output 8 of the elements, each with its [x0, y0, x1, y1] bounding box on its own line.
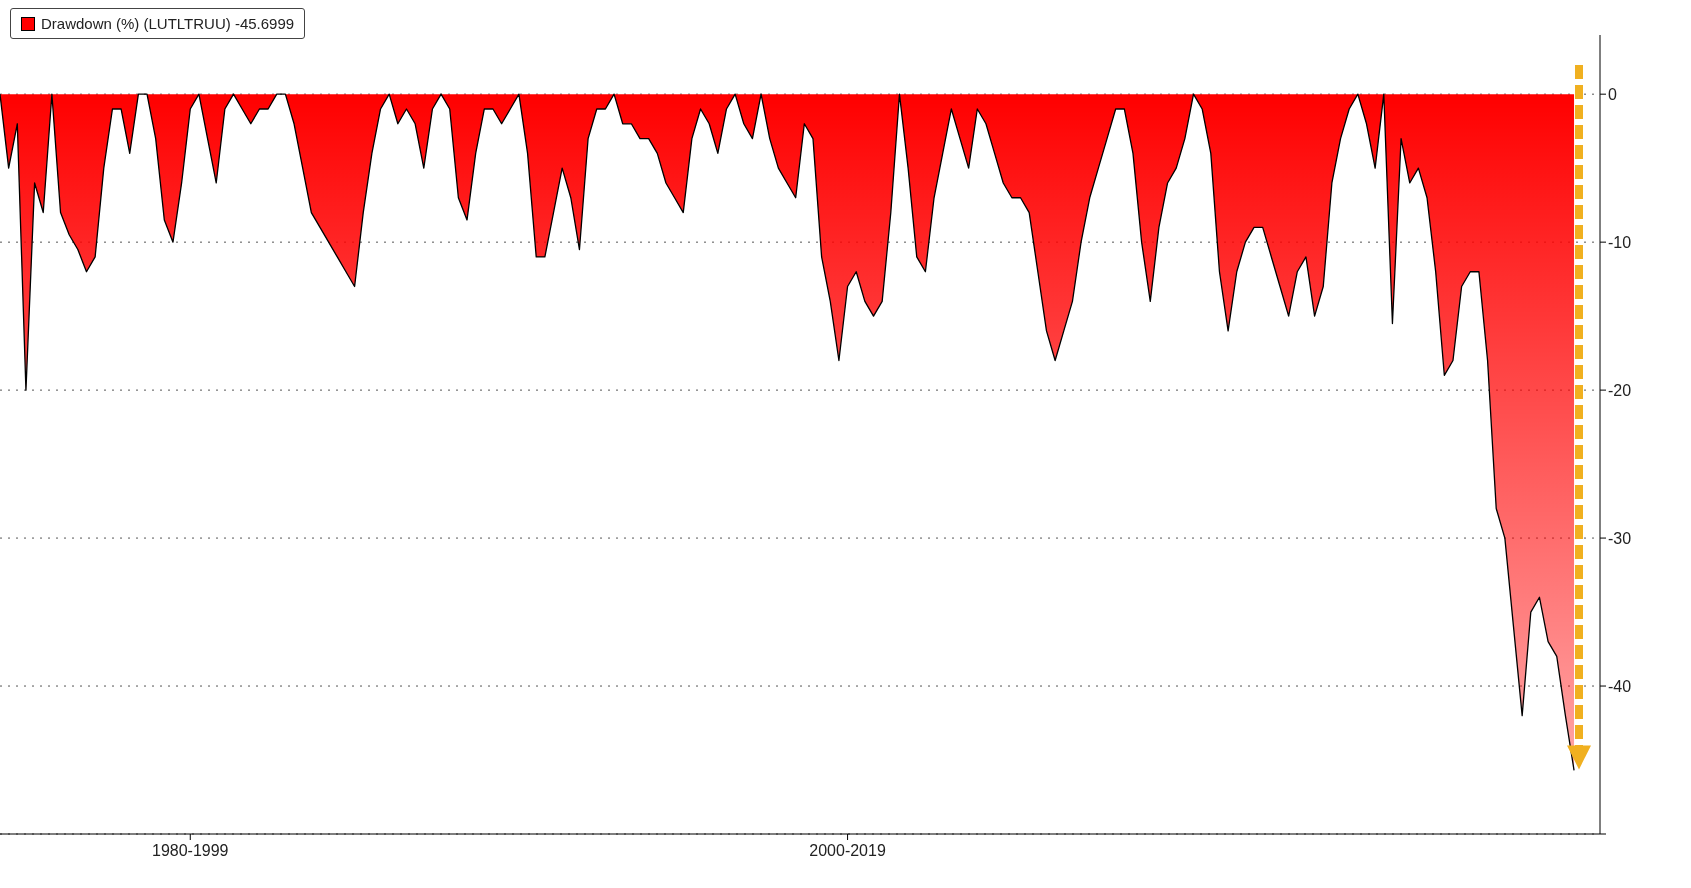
- y-tick-label: 0: [1608, 85, 1617, 103]
- y-tick-label: -10: [1608, 233, 1632, 251]
- x-tick-label: 2000-2019: [809, 842, 886, 859]
- x-tick-label: 1980-1999: [152, 842, 229, 859]
- y-tick-label: -40: [1608, 677, 1632, 695]
- legend-label: Drawdown (%) (LUTLTRUU) -45.6999: [41, 15, 295, 32]
- y-tick-label: -20: [1608, 381, 1632, 399]
- y-tick-label: -30: [1608, 529, 1632, 547]
